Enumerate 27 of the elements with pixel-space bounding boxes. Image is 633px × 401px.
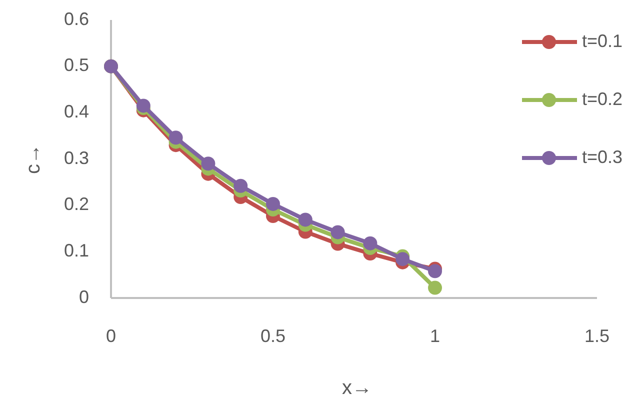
x-tick-label: 0.5 (260, 326, 286, 346)
x-tick-label: 1 (430, 326, 440, 346)
legend-label: t=0.2 (582, 88, 623, 109)
point (428, 264, 442, 278)
point (396, 252, 410, 266)
y-tick-label: 0.2 (64, 194, 89, 214)
point (136, 98, 150, 113)
point (266, 196, 280, 211)
y-tick-label: 0.1 (64, 240, 89, 260)
point (201, 156, 216, 171)
x-tick-label: 1.5 (584, 326, 610, 346)
point (428, 280, 442, 295)
y-tick-label: 0.3 (64, 148, 89, 168)
y-tick-label: 0 (78, 286, 89, 307)
point (363, 236, 378, 250)
y-tick-label: 0.5 (64, 55, 89, 76)
point (298, 212, 312, 227)
y-tick-label: 0.4 (64, 101, 89, 122)
point (168, 130, 183, 145)
y-tick-label: 0.6 (64, 8, 89, 29)
x-axis-title: x→ (342, 377, 372, 399)
legend-label: t=0.1 (582, 30, 623, 51)
point (234, 178, 248, 193)
legend-label: t=0.3 (582, 146, 623, 167)
y-axis-title: c→ (22, 144, 44, 174)
point (330, 225, 345, 240)
x-tick-label: 0 (106, 326, 116, 346)
